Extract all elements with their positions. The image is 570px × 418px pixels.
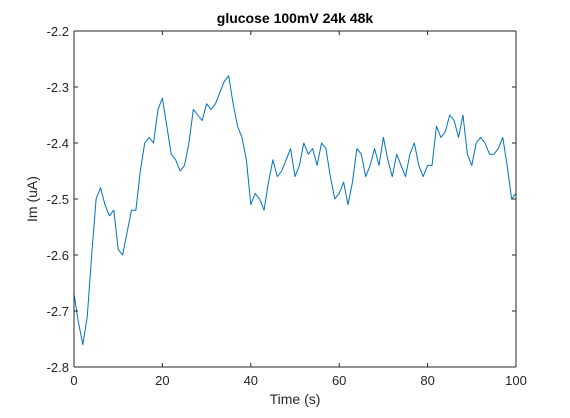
x-tick-label: 80	[420, 373, 434, 388]
x-tick-label: 60	[332, 373, 346, 388]
x-tick-label: 0	[70, 373, 77, 388]
y-tick-label: -2.5	[47, 192, 69, 207]
x-tick-label: 20	[155, 373, 169, 388]
y-tick-label: -2.2	[47, 24, 69, 39]
y-tick-label: -2.4	[47, 136, 69, 151]
x-tick-label: 40	[244, 373, 258, 388]
plot-area	[74, 31, 516, 367]
y-tick-label: -2.6	[47, 248, 69, 263]
y-tick-label: -2.8	[47, 360, 69, 375]
y-tick-label: -2.7	[47, 304, 69, 319]
y-axis-label: Im (uA)	[24, 176, 40, 222]
y-tick-label: -2.3	[47, 80, 69, 95]
x-tick-label: 100	[505, 373, 527, 388]
chart-title: glucose 100mV 24k 48k	[217, 10, 374, 26]
x-axis-label: Time (s)	[270, 391, 321, 407]
